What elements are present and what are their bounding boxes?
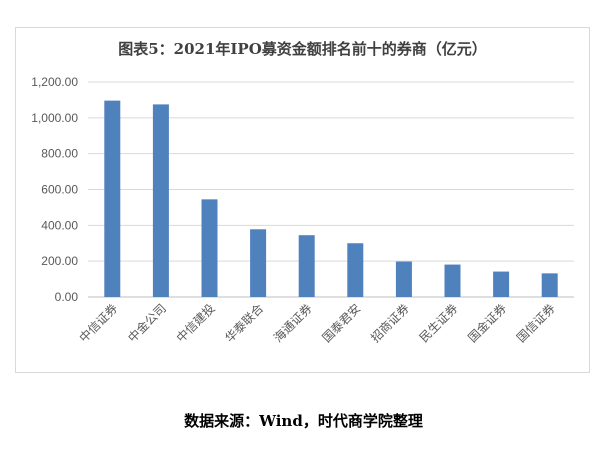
x-tick-label: 华泰联合: [222, 301, 267, 346]
bar: [152, 104, 169, 297]
y-tick-label: 200.00: [41, 254, 78, 268]
y-tick-label: 1,000.00: [31, 111, 78, 125]
bar: [104, 100, 121, 297]
chart-title: 图表5：2021年IPO募资金额排名前十的券商（亿元）: [118, 40, 487, 58]
x-tick-label: 招商证券: [367, 301, 412, 346]
bar: [395, 261, 412, 297]
y-tick-label: 0.00: [55, 290, 79, 304]
bar: [347, 243, 364, 297]
y-tick-label: 400.00: [41, 218, 78, 232]
bar: [493, 271, 510, 297]
y-tick-label: 1,200.00: [31, 75, 78, 89]
y-tick-label: 600.00: [41, 183, 78, 197]
bar: [201, 199, 218, 297]
bar: [250, 229, 267, 297]
x-tick-label: 国金证券: [465, 301, 510, 346]
x-tick-label: 中信证券: [76, 301, 121, 346]
x-tick-label: 民生证券: [416, 301, 461, 346]
x-tick-label: 国泰君安: [319, 301, 364, 346]
bar: [444, 264, 461, 297]
bar: [541, 273, 558, 297]
x-tick-label: 国信证券: [513, 301, 558, 346]
source-caption: 数据来源：Wind，时代商学院整理: [184, 412, 423, 430]
x-tick-label: 中金公司: [124, 301, 169, 346]
bar: [298, 235, 315, 297]
x-tick-label: 中信建投: [173, 301, 218, 346]
y-tick-label: 800.00: [41, 147, 78, 161]
x-tick-label: 海通证券: [270, 301, 315, 346]
